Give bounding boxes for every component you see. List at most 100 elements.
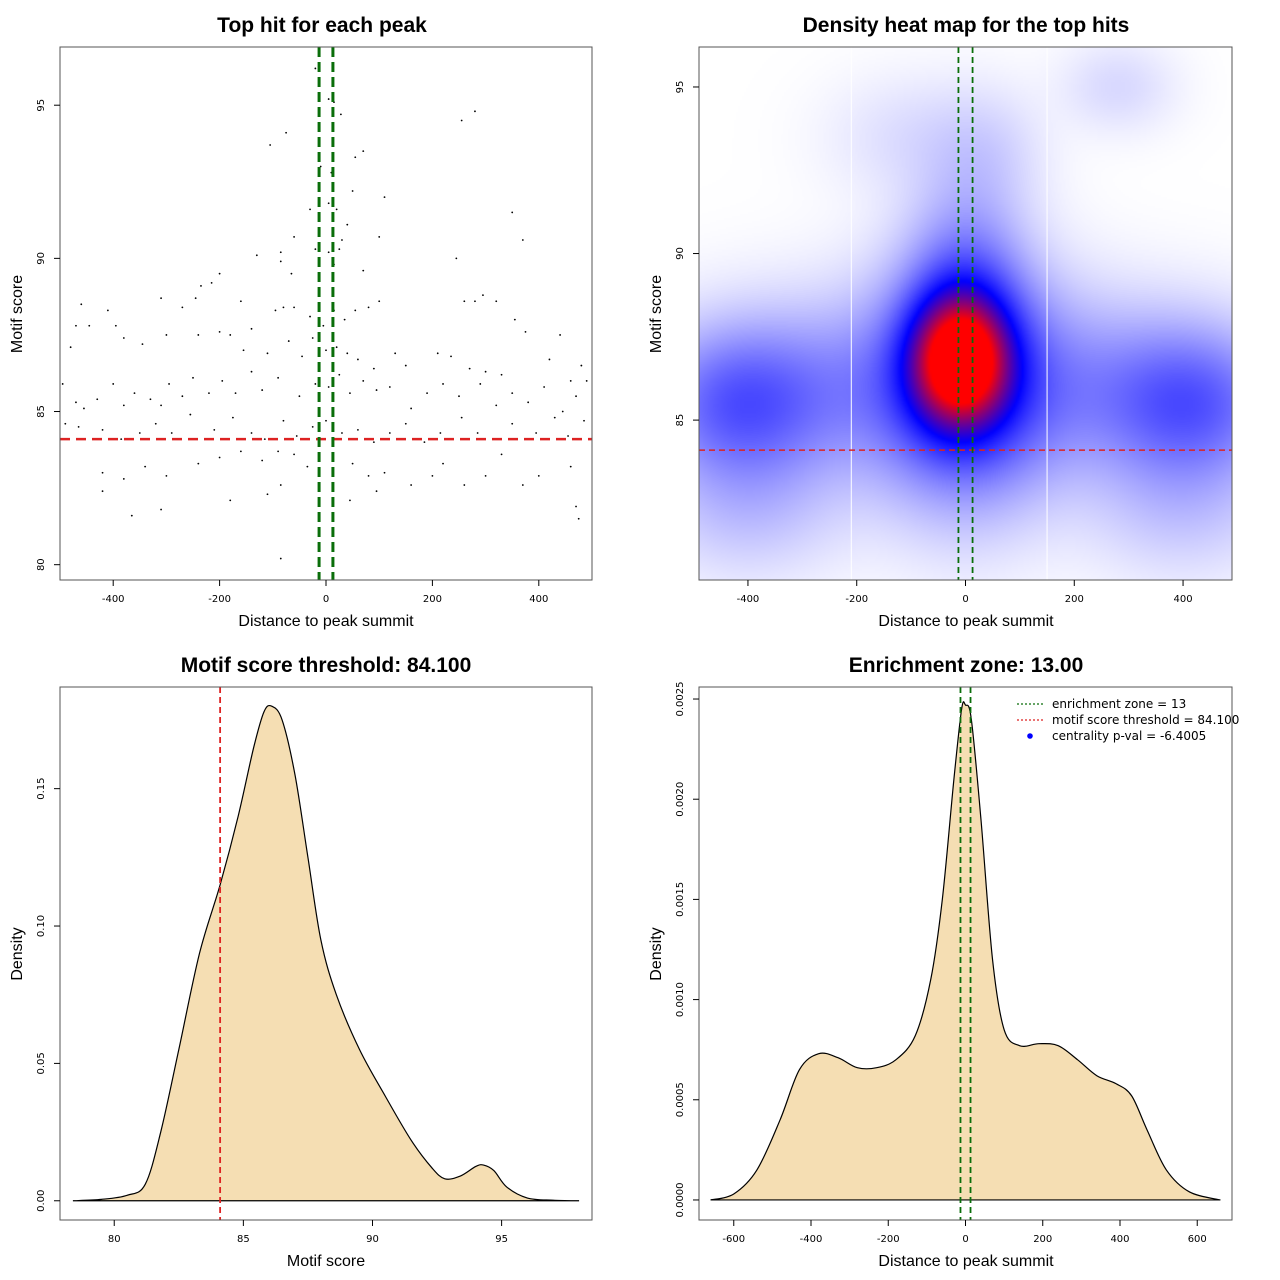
distance-xtick-label: 400 (1110, 1234, 1129, 1245)
distance-ytick-label: 0.0025 (675, 682, 686, 717)
scatter-point (553, 416, 556, 419)
scatter-xtick-label: 200 (423, 594, 442, 605)
scatter-point (346, 352, 349, 355)
scatter-point (234, 392, 237, 395)
scatter-point (138, 432, 141, 434)
scatter-point (439, 432, 442, 434)
scatter-point (96, 398, 99, 401)
scatter-point (479, 383, 482, 385)
distance-ytick-label: 0.0005 (675, 1082, 686, 1117)
scatter-point (122, 478, 125, 480)
scatter-ytick-label: 80 (36, 558, 47, 571)
scatter-point (168, 383, 170, 385)
heatmap-ytick-label: 90 (675, 247, 686, 260)
scatter-point (372, 367, 375, 370)
heatmap-ylabel: Motif score (648, 275, 665, 353)
distance-density-title: Enrichment zone: 13.00 (849, 654, 1084, 677)
distance-density-ylabel: Density (648, 927, 665, 980)
scatter-point (474, 110, 476, 113)
scatter-point (266, 352, 269, 355)
scatter-point (580, 364, 583, 367)
scatter-point (327, 386, 330, 388)
distance-xtick-label: 0 (962, 1234, 968, 1245)
scatter-point (375, 389, 378, 391)
score-density-panel: Motif score threshold: 84.100 Motif scor… (9, 654, 593, 1270)
score-xtick-label: 80 (108, 1234, 121, 1245)
scatter-point (495, 300, 498, 303)
score-ytick-label: 0.10 (36, 915, 47, 937)
scatter-point (423, 441, 426, 444)
scatter-point (181, 306, 184, 309)
scatter-point (500, 373, 503, 376)
scatter-point (335, 208, 338, 211)
scatter-point (61, 383, 64, 385)
scatter-point (569, 379, 572, 382)
scatter-point (394, 352, 397, 355)
scatter-point (357, 429, 359, 431)
scatter-point (341, 432, 343, 434)
scatter-point (239, 300, 242, 303)
scatter-point (101, 429, 104, 431)
scatter-point (101, 471, 104, 474)
scatter-xtick-label: -200 (208, 594, 231, 605)
scatter-point (314, 248, 317, 251)
scatter-point (311, 425, 314, 428)
scatter-point (282, 419, 285, 422)
scatter-point (513, 318, 516, 321)
scatter-point (298, 395, 301, 398)
heatmap-plot-area: -400 -200 0 200 400 85 90 95 (675, 46, 1233, 605)
scatter-point (338, 373, 341, 376)
scatter-point (327, 202, 330, 205)
scatter-point (83, 407, 85, 410)
scatter-point (362, 379, 365, 382)
scatter-point (314, 383, 317, 385)
scatter-point (64, 422, 67, 425)
scatter-point (431, 474, 434, 477)
scatter-title: Top hit for each peak (217, 14, 427, 37)
scatter-frame (59, 46, 593, 581)
scatter-point (160, 297, 162, 300)
scatter-point (221, 379, 224, 382)
scatter-point (527, 401, 530, 404)
scatter-point (250, 432, 253, 434)
scatter-point (309, 315, 311, 318)
heatmap-xlabel: Distance to peak summit (878, 613, 1054, 630)
scatter-point (282, 306, 285, 309)
heatmap-xtick-label: 200 (1065, 594, 1084, 605)
scatter-point (354, 309, 357, 312)
score-density-curve (72, 704, 580, 1202)
scatter-point (357, 358, 359, 361)
scatter-point (266, 493, 269, 496)
legend-label: enrichment zone = 13 (1052, 697, 1186, 711)
scatter-point (170, 432, 173, 434)
scatter-point (239, 450, 242, 453)
scatter-point (261, 459, 264, 462)
scatter-point (293, 236, 295, 238)
scatter-point (229, 499, 232, 502)
scatter-point (301, 355, 303, 358)
heatmap-ytick-label: 85 (675, 414, 686, 427)
scatter-xtick-label: -400 (102, 594, 125, 605)
scatter-point (229, 334, 232, 336)
scatter-point (160, 508, 162, 511)
scatter-point (569, 465, 572, 468)
scatter-point (463, 300, 466, 303)
heatmap-xtick-label: -200 (845, 594, 868, 605)
scatter-point (535, 432, 538, 434)
distance-density-plot-area: -600 -400 -200 0 200 400 600 0.0000 0.0005 0.0010… (675, 682, 1233, 1245)
scatter-point (500, 453, 503, 456)
score-density-title: Motif score threshold: 84.100 (181, 654, 472, 677)
scatter-point (322, 324, 325, 327)
scatter-point (442, 462, 444, 465)
scatter-point (484, 474, 487, 477)
scatter-point (309, 208, 311, 211)
scatter-point (511, 211, 514, 214)
scatter-point (311, 337, 314, 339)
scatter-plot-area: -400 -200 0 200 400 80 85 90 95 (36, 46, 593, 605)
scatter-point (319, 165, 322, 168)
scatter-point (354, 156, 357, 159)
scatter-point (279, 557, 282, 560)
score-density-plot-area: 80 85 90 95 0.00 0.05 0.10 0.15 (36, 686, 593, 1245)
scatter-point (521, 484, 524, 486)
scatter-point (383, 471, 386, 474)
